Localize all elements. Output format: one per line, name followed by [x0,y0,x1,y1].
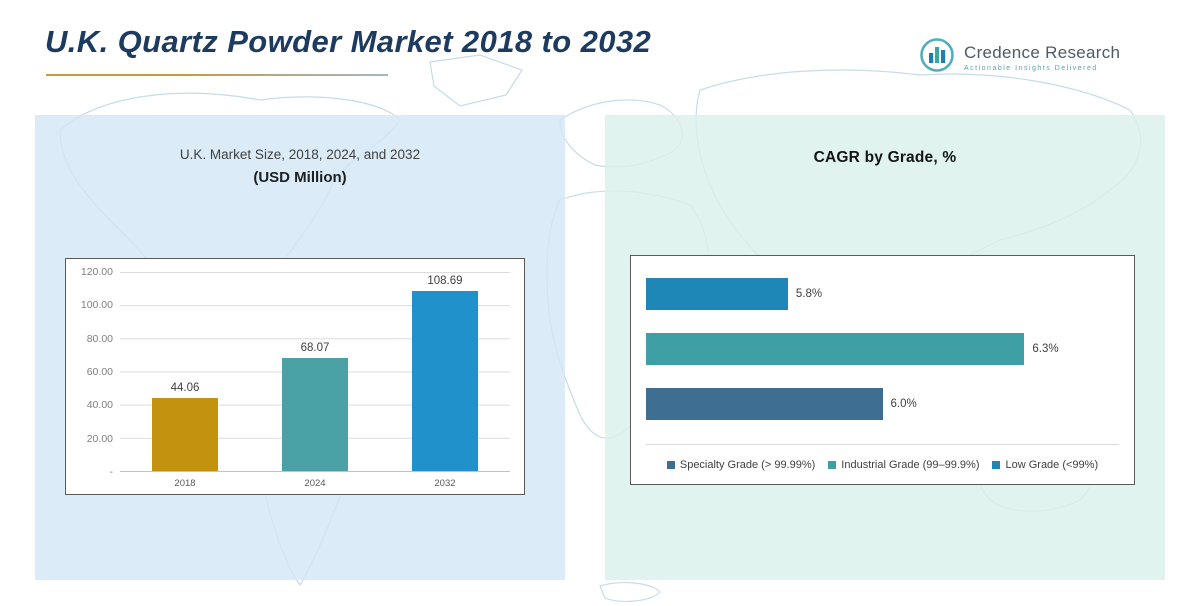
page-title: U.K. Quartz Powder Market 2018 to 2032 [45,24,652,59]
x-category: 2018 [174,477,196,489]
market-size-chart-unit: (USD Million) [253,169,347,186]
x-category: 2032 [434,477,456,489]
bar-value-label: 6.0% [890,398,917,410]
logo-name: Credence Research [964,43,1121,62]
legend-item-industrial-grade: Industrial Grade (99–99.9%) [828,459,979,471]
logo-tagline: Actionable Insights Delivered [964,65,1098,72]
bar-value-label: 108.69 [427,274,463,287]
bar-row-specialty-grade: 6.0% [646,388,1119,420]
market-size-chart-title: U.K. Market Size, 2018, 2024, and 2032 [179,147,421,162]
credence-research-logo: Credence Research Actionable Insights De… [918,36,1120,79]
bar-value-label: 44.06 [170,381,200,394]
bar-value-label: 68.07 [300,342,330,355]
legend-item-low-grade: Low Grade (<99%) [992,459,1098,471]
bar-2018 [151,397,218,471]
cagr-bar-chart: 5.8% 6.3% 6.0% Specialty Grade (> 99.99%… [630,255,1135,485]
legend-swatch-icon [992,460,1001,469]
bar-group-2024: 68.07 [250,272,380,471]
market-size-bar-chart: 120.00 100.00 80.00 60.00 40.00 20.00 - … [65,258,525,495]
plot-area: 5.8% 6.3% 6.0% [646,278,1119,444]
legend-label: Industrial Grade (99–99.9%) [841,458,980,471]
bar-group-2018: 44.06 [120,272,250,471]
cagr-chart-title: CAGR by Grade, % [813,149,957,166]
legend-swatch-icon [828,460,837,469]
bar-value-label: 5.8% [795,288,823,300]
legend-label: Specialty Grade (> 99.99%) [679,458,816,471]
chart-legend: Specialty Grade (> 99.99%) Industrial Gr… [646,444,1119,484]
logo-chart-icon [918,36,956,79]
bar-row-industrial-grade: 6.3% [646,333,1119,365]
market-size-panel: U.K. Market Size, 2018, 2024, and 2032 (… [35,115,565,580]
title-underline [46,74,388,76]
legend-label: Low Grade (<99%) [1005,458,1099,471]
plot-area: 44.06 68.07 108.69 [120,272,510,472]
bar-industrial-grade [646,333,1025,365]
bar-2024 [281,358,348,471]
cagr-panel: CAGR by Grade, % 5.8% 6.3% 6.0% Specialt… [605,115,1165,580]
bar-value-label: 6.3% [1032,343,1059,355]
bar-specialty-grade [646,388,883,420]
bar-row-low-grade: 5.8% [646,278,1119,310]
bar-low-grade [646,278,788,310]
legend-swatch-icon [666,460,675,469]
bar-group-2032: 108.69 [380,272,510,471]
legend-item-specialty-grade: Specialty Grade (> 99.99%) [666,458,816,471]
y-axis-tick-labels: 120.00 100.00 80.00 60.00 40.00 20.00 - [80,266,113,478]
x-axis-category-labels: 2018 2024 2032 [120,472,510,494]
bar-2032 [411,290,478,471]
x-category: 2024 [304,477,326,489]
